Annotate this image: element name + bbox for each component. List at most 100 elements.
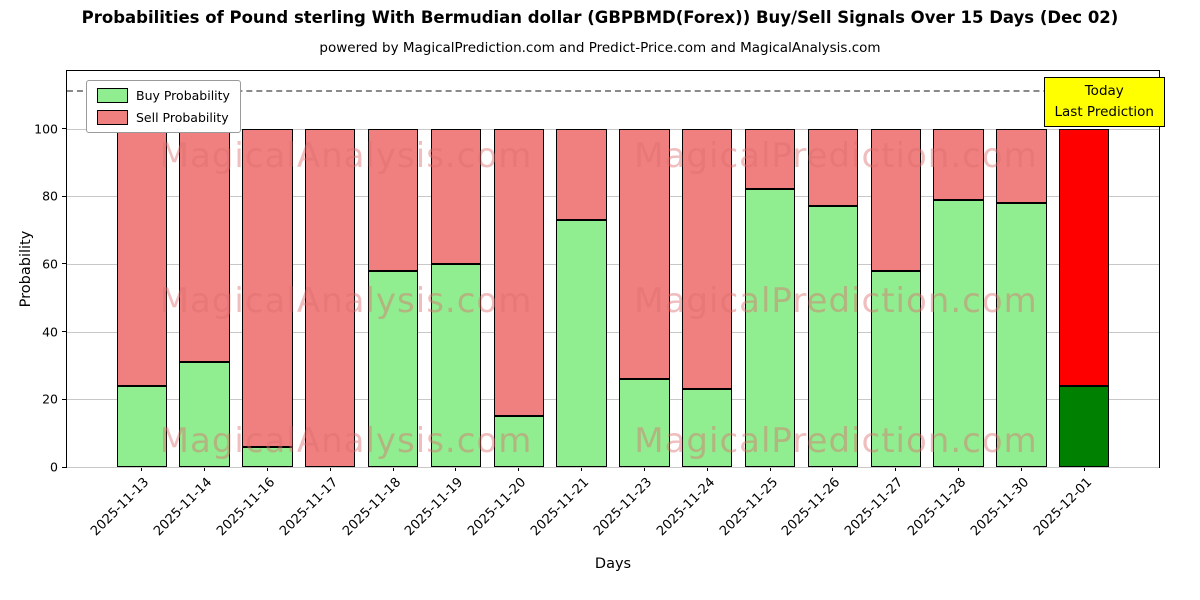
x-tick-label: 2025-11-28: [905, 475, 970, 540]
x-tick-label: 2025-11-19: [402, 475, 467, 540]
bar-buy-segment: [933, 199, 984, 467]
bar-buy-segment: [556, 219, 607, 467]
today-annotation: Today Last Prediction: [1043, 77, 1165, 127]
legend-item-buy: Buy Probability: [97, 88, 230, 103]
y-tick-mark: [62, 263, 66, 265]
watermark-text: MagicalAnalysis.com: [159, 136, 533, 176]
bar-sell-segment: [996, 128, 1047, 203]
x-axis-label: Days: [594, 556, 632, 572]
today-annotation-line2: Last Prediction: [1054, 103, 1154, 120]
bar-buy-segment: [179, 362, 230, 467]
x-tick-mark: [266, 467, 268, 471]
bar-sell-segment: [870, 128, 921, 271]
bar-sell-segment: [179, 128, 230, 363]
legend-swatch-buy: [97, 88, 128, 103]
x-tick-mark: [1083, 467, 1085, 471]
bar-buy-segment: [430, 263, 482, 467]
bar-sell-segment: [807, 128, 859, 207]
bar-buy-segment: [807, 206, 859, 467]
legend-item-sell: Sell Probability: [97, 110, 230, 125]
x-tick-label: 2025-11-23: [590, 475, 656, 540]
x-tick-mark: [1020, 467, 1022, 471]
bar-sell-segment: [619, 128, 670, 379]
watermark-text: MagicalAnalysis.com: [159, 281, 533, 321]
bar-sell-segment: [430, 128, 482, 264]
watermark-text: MagicalPrediction.com: [634, 421, 1038, 461]
bar-buy-segment: [996, 203, 1047, 467]
bar-sell-segment: [367, 128, 419, 271]
bar-sell-segment: [682, 128, 733, 390]
plot-area: MagicalAnalysis.com MagicalPrediction.co…: [34, 70, 1165, 539]
bar-buy-segment: [116, 385, 167, 467]
x-tick-mark: [643, 467, 645, 471]
x-tick-mark: [141, 467, 143, 471]
x-tick-mark: [204, 467, 206, 471]
legend-label-buy: Buy Probability: [136, 88, 230, 103]
bar-buy-segment: [744, 189, 796, 467]
legend: Buy Probability Sell Probability: [86, 80, 241, 133]
bar-sell-segment: [933, 128, 984, 200]
x-tick-label: 2025-11-25: [716, 475, 781, 540]
y-tick-label: 60: [42, 256, 58, 272]
watermark-text: MagicalAnalysis.com: [159, 421, 533, 461]
bar-sell-segment: [744, 128, 796, 190]
x-tick-label: 2025-11-21: [528, 475, 593, 540]
y-gridline: [67, 263, 1159, 265]
x-tick-label: 2025-11-18: [339, 475, 404, 540]
x-tick-mark: [769, 467, 771, 471]
x-tick-mark: [832, 467, 834, 471]
bar-buy-segment: [870, 270, 921, 467]
watermark-text: MagicalPrediction.com: [634, 136, 1038, 176]
y-tick-label: 0: [50, 459, 58, 475]
x-tick-mark: [329, 467, 331, 471]
bar-sell-segment: [493, 128, 544, 417]
bar-buy-segment: [1059, 385, 1110, 467]
x-tick-mark: [455, 467, 457, 471]
x-tick-mark: [895, 467, 897, 471]
x-tick-label: 2025-12-01: [1030, 475, 1095, 540]
bar-sell-segment: [242, 128, 293, 447]
x-tick-label: 2025-11-16: [214, 475, 279, 540]
y-gridline: [67, 467, 1159, 468]
y-gridline: [67, 399, 1159, 401]
x-tick-label: 2025-11-27: [842, 475, 907, 540]
bar-sell-segment: [305, 128, 356, 467]
y-gridline: [67, 331, 1159, 333]
y-axis-label: Probability: [18, 230, 34, 308]
y-tick-label: 100: [34, 121, 58, 137]
y-tick-mark: [62, 466, 66, 468]
bar-buy-segment: [242, 446, 293, 467]
y-tick-mark: [62, 195, 66, 197]
x-tick-mark: [518, 467, 520, 471]
y-tick-label: 20: [42, 391, 58, 407]
bar-buy-segment: [367, 270, 419, 467]
x-tick-mark: [958, 467, 960, 471]
bar-sell-segment: [556, 128, 607, 220]
legend-label-sell: Sell Probability: [136, 110, 229, 125]
y-tick-mark: [62, 398, 66, 400]
x-tick-mark: [581, 467, 583, 471]
bar-buy-segment: [682, 389, 733, 467]
bar-sell-segment: [1059, 128, 1110, 386]
y-gridline: [67, 196, 1159, 198]
today-annotation-line1: Today: [1084, 83, 1124, 99]
x-tick-mark: [392, 467, 394, 471]
y-gridline: [67, 128, 1159, 130]
x-tick-label: 2025-11-20: [465, 475, 530, 540]
y-tick-mark: [62, 128, 66, 130]
x-tick-label: 2025-11-30: [967, 475, 1033, 540]
threshold-dashed-line: [67, 89, 1159, 92]
x-tick-label: 2025-11-24: [653, 475, 718, 540]
bar-buy-segment: [493, 416, 544, 467]
y-tick-mark: [62, 331, 66, 333]
y-tick-label: 40: [42, 324, 58, 340]
x-tick-label: 2025-11-14: [151, 475, 216, 540]
bar-buy-segment: [619, 379, 670, 467]
chart-subtitle: powered by MagicalPrediction.com and Pre…: [319, 40, 881, 56]
legend-swatch-sell: [97, 110, 128, 125]
watermark-text: MagicalPrediction.com: [634, 281, 1038, 321]
x-tick-label: 2025-11-13: [88, 475, 153, 540]
chart-title: Probabilities of Pound sterling With Ber…: [81, 8, 1119, 27]
x-tick-label: 2025-11-17: [276, 475, 341, 540]
